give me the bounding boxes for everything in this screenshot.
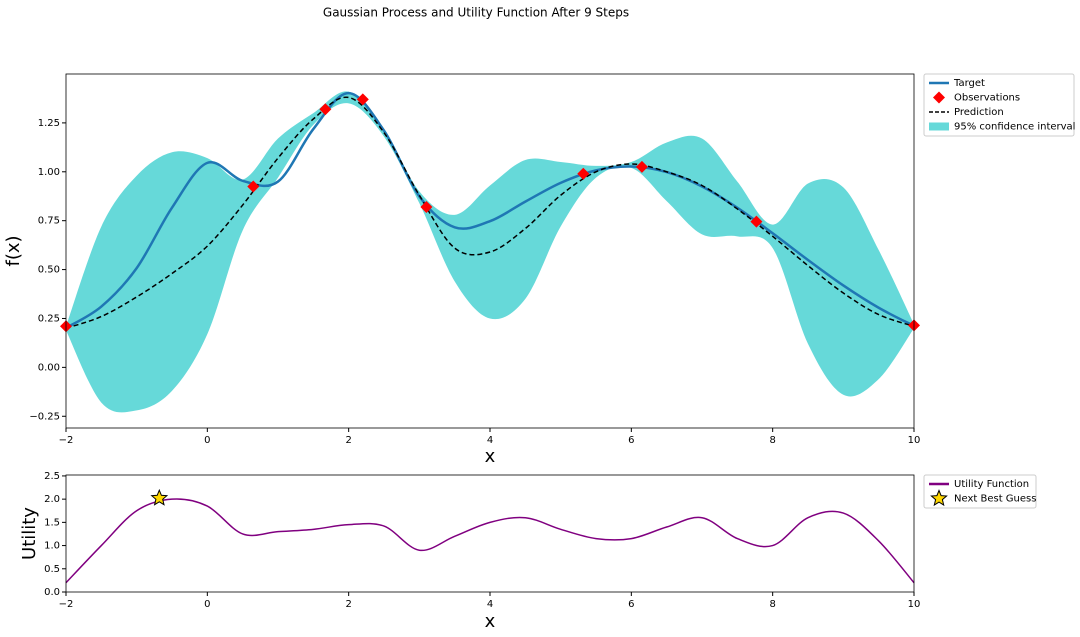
legend-label: Next Best Guess xyxy=(954,494,1036,505)
x-tick-label: 8 xyxy=(769,599,775,610)
x-tick-label: 2 xyxy=(345,435,351,446)
y-tick-label: 1.0 xyxy=(44,541,60,552)
observation xyxy=(319,103,332,116)
legend-label: Prediction xyxy=(954,107,1004,118)
x-tick-label: −2 xyxy=(59,435,74,446)
legend-label: Utility Function xyxy=(954,479,1029,490)
legend-box xyxy=(923,73,1075,137)
x-axis-label: x xyxy=(485,611,496,632)
next-guess xyxy=(150,488,169,506)
x-tick-label: 6 xyxy=(628,435,634,446)
legend-box xyxy=(923,474,1037,509)
y-tick-label: 0.25 xyxy=(38,313,60,324)
figure-title: Gaussian Process and Utility Function Af… xyxy=(323,6,629,20)
x-tick-label: 2 xyxy=(345,599,351,610)
y-tick-label: 0.5 xyxy=(44,564,60,575)
observation xyxy=(356,93,369,106)
x-tick-label: 0 xyxy=(204,599,210,610)
x-axis-label: x xyxy=(485,446,496,467)
observation xyxy=(247,180,260,193)
legend-patch xyxy=(929,122,949,131)
y-tick-label: 0.00 xyxy=(38,362,60,373)
x-tick-label: 10 xyxy=(908,435,921,446)
y-tick-label: 2.0 xyxy=(44,494,60,505)
legend-marker xyxy=(933,91,945,104)
y-tick-label: 0.0 xyxy=(44,587,60,598)
x-tick-label: −2 xyxy=(59,599,74,610)
y-tick-label: 1.00 xyxy=(38,167,60,178)
x-tick-label: 0 xyxy=(204,435,210,446)
y-tick-label: 2.5 xyxy=(44,471,60,482)
line xyxy=(65,96,915,329)
x-tick-label: 4 xyxy=(487,435,493,446)
observation xyxy=(635,160,648,173)
x-tick-label: 6 xyxy=(628,599,634,610)
legend: Utility Function Next Best Guess xyxy=(923,474,1037,509)
observation xyxy=(577,167,590,180)
y-tick-label: 1.25 xyxy=(38,118,60,129)
observation xyxy=(420,200,433,213)
legend-marker xyxy=(930,489,948,507)
line xyxy=(65,498,915,584)
x-tick-label: 8 xyxy=(769,435,775,446)
legend-label: 95% confidence interval xyxy=(954,122,1075,133)
legend: Target Observations Prediction 95% confiden… xyxy=(923,73,1075,137)
legend-label: Target xyxy=(953,78,985,89)
y-tick-label: 0.50 xyxy=(38,265,60,276)
y-axis-label: f(x) xyxy=(3,235,24,266)
legend-label: Observations xyxy=(954,93,1020,104)
y-tick-label: −0.25 xyxy=(29,411,60,422)
y-tick-label: 1.5 xyxy=(44,517,60,528)
y-tick-label: 0.75 xyxy=(38,216,60,227)
observation xyxy=(750,215,763,228)
line xyxy=(65,91,915,330)
plot xyxy=(65,488,915,584)
axes-frame xyxy=(65,474,915,593)
x-tick-label: 10 xyxy=(908,599,921,610)
plot xyxy=(60,91,920,413)
y-axis-label: Utility xyxy=(19,507,40,560)
x-tick-label: 4 xyxy=(487,599,493,610)
